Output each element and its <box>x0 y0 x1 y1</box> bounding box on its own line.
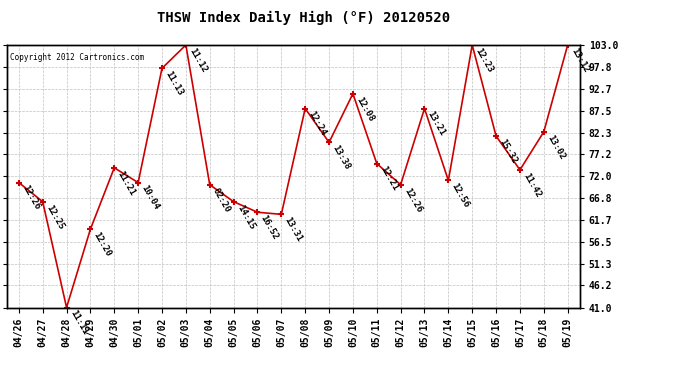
Text: 12:08: 12:08 <box>354 95 375 123</box>
Text: 11:21: 11:21 <box>116 169 137 197</box>
Text: 10:04: 10:04 <box>139 184 161 212</box>
Text: 12:25: 12:25 <box>44 203 66 231</box>
Text: 15:32: 15:32 <box>497 137 519 165</box>
Text: 11:42: 11:42 <box>522 171 542 199</box>
Text: 13:21: 13:21 <box>426 110 447 138</box>
Text: 12:20: 12:20 <box>92 231 113 258</box>
Text: 16:52: 16:52 <box>259 214 280 242</box>
Text: 12:23: 12:23 <box>473 46 495 74</box>
Text: 14:15: 14:15 <box>235 203 256 231</box>
Text: 12:24: 12:24 <box>306 110 328 138</box>
Text: Copyright 2012 Cartronics.com: Copyright 2012 Cartronics.com <box>10 53 144 62</box>
Text: 11:12: 11:12 <box>187 46 208 74</box>
Text: 12:26: 12:26 <box>20 184 41 212</box>
Text: 13:12: 13:12 <box>569 46 590 74</box>
Text: THSW Index Daily High (°F) 20120520: THSW Index Daily High (°F) 20120520 <box>157 11 450 26</box>
Text: 11:13: 11:13 <box>164 70 185 98</box>
Text: 13:38: 13:38 <box>331 144 352 171</box>
Text: 12:56: 12:56 <box>450 182 471 210</box>
Text: 12:26: 12:26 <box>402 186 423 214</box>
Text: 13:02: 13:02 <box>545 133 566 161</box>
Text: 11:11: 11:11 <box>68 309 89 337</box>
Text: 13:31: 13:31 <box>283 216 304 243</box>
Text: 12:21: 12:21 <box>378 165 400 193</box>
Text: 02:20: 02:20 <box>211 186 233 214</box>
